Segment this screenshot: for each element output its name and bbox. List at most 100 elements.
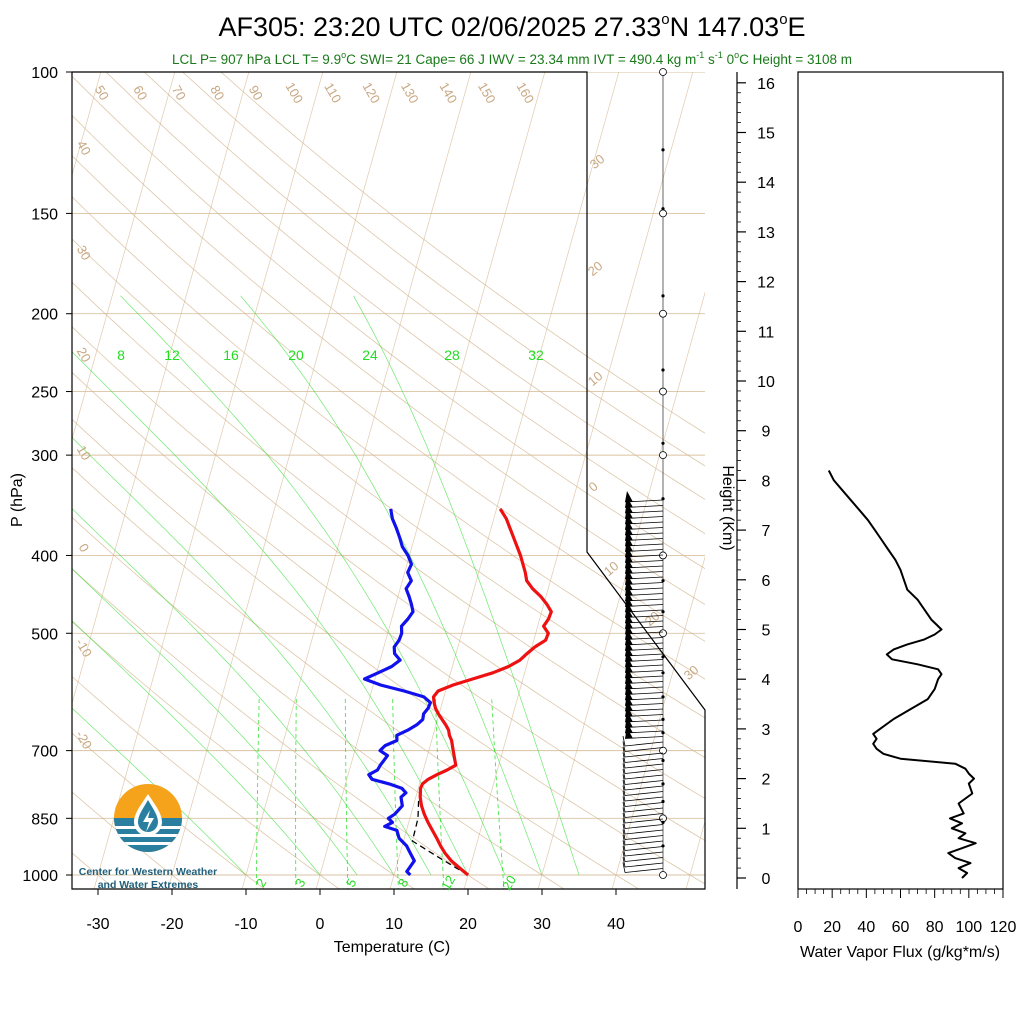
x-axis-label: Temperature (C) (334, 939, 450, 956)
dry-adiabat-label: 70 (169, 83, 189, 103)
y-tick-label: 150 (31, 206, 58, 223)
y-tick-label: 200 (31, 307, 58, 324)
isotherm-line (759, 72, 989, 892)
level-dot (661, 148, 665, 152)
level-dot (661, 497, 665, 501)
height-tick-label: 6 (762, 573, 771, 590)
level-marker (659, 209, 667, 218)
level-dot (661, 717, 665, 721)
wind-barb (624, 846, 664, 851)
height-tick-label: 11 (758, 324, 775, 341)
logo-text-line1: Center for Western Weather (79, 866, 217, 878)
flux-tick-label: 20 (823, 919, 841, 936)
y-tick-label: 1000 (22, 868, 58, 885)
height-tick-label: 8 (762, 473, 771, 490)
mixing-ratio-label-bottom: 20 (499, 873, 519, 893)
wind-barb (624, 818, 664, 824)
x-tick-label: 30 (533, 916, 551, 933)
cw3e-logo: Center for Western Weather and Water Ext… (79, 784, 217, 891)
dry-adiabat-line (144, 72, 705, 500)
mixing-ratio-line (491, 696, 505, 889)
dry-adiabat-label: 130 (398, 80, 422, 106)
wind-barb (624, 851, 664, 857)
x-tick-label: -30 (86, 916, 109, 933)
y-axis-label: P (hPa) (9, 473, 26, 527)
moist-adiabat-line (72, 707, 247, 876)
dry-adiabat-line (72, 238, 705, 719)
dry-adiabat-label: 120 (359, 80, 383, 106)
wind-barb (624, 747, 664, 752)
level-marker (659, 629, 667, 638)
skewt-profiles (362, 508, 553, 877)
height-tick-label: 7 (762, 523, 771, 540)
dry-adiabat-line (105, 72, 705, 535)
level-marker (659, 746, 667, 755)
dry-adiabat-line (72, 418, 705, 885)
level-dot (661, 731, 665, 735)
wind-barb (624, 802, 664, 807)
wind-barb (624, 774, 664, 780)
dry-adiabat-label: 90 (246, 83, 266, 103)
y-tick-label: 400 (31, 548, 58, 565)
level-dot (661, 207, 665, 211)
mixing-ratio-line (344, 696, 349, 889)
dry-adiabat-left-label: 10 (74, 443, 94, 463)
dry-adiabat-line (72, 281, 705, 759)
wind-barb-pennant (625, 727, 633, 739)
level-marker (659, 387, 667, 396)
moist-adiabat-label: 20 (585, 258, 606, 279)
wind-barb-column (622, 68, 667, 879)
dry-adiabat-left-label: 20 (74, 345, 94, 365)
moist-adiabat-label: 10 (601, 558, 622, 579)
isotherm-line (167, 72, 398, 889)
level-marker (659, 68, 667, 76)
level-marker (659, 451, 667, 460)
wind-barb (624, 780, 664, 785)
wind-barb (624, 791, 664, 796)
height-tick-label: 1 (762, 821, 771, 838)
isotherm-line (463, 72, 694, 889)
wind-barb (624, 785, 664, 791)
dry-adiabat-label: 60 (130, 83, 150, 103)
dry-adiabat-left-label: -20 (73, 728, 95, 752)
moist-adiabat-line (72, 620, 321, 876)
isotherm-line (72, 72, 176, 441)
flux-axis-label: Water Vapor Flux (g/kg*m/s) (800, 944, 1000, 961)
y-tick-label: 250 (31, 385, 58, 402)
wind-barb (624, 824, 664, 829)
mixing-ratio-label: 24 (362, 347, 378, 363)
flux-line (827, 470, 977, 879)
mixing-ratio-label: 32 (528, 347, 544, 363)
moist-adiabat-line (72, 568, 358, 876)
dry-adiabat-line (72, 196, 705, 680)
sounding-stats: LCL P= 907 hPa LCL T= 9.9oC SWI= 21 Cape… (172, 50, 852, 67)
dry-adiabat-line (72, 326, 705, 799)
mixing-ratio-label: 20 (288, 347, 304, 363)
dry-adiabat-line (72, 467, 640, 889)
wind-barb (624, 752, 664, 758)
isotherm-line (537, 291, 705, 889)
mixing-ratio-line (434, 696, 445, 889)
wind-barb (624, 807, 664, 813)
x-tick-label: -10 (234, 916, 257, 933)
level-dot (661, 671, 665, 675)
mixing-ratio-label-bottom: 5 (343, 876, 360, 890)
wind-barb (624, 763, 664, 769)
parcel-line (411, 797, 469, 876)
height-tick-label: 13 (757, 225, 775, 242)
level-dot (661, 782, 665, 786)
dry-adiabat-line (72, 791, 191, 889)
level-marker (659, 309, 667, 318)
chart-title: AF305: 23:20 UTC 02/06/2025 27.33oN 147.… (218, 11, 805, 42)
y-tick-label: 700 (31, 744, 58, 761)
dry-adiabat-left-label: 0 (76, 541, 93, 555)
dry-adiabat-line (220, 72, 705, 434)
mixing-ratio-label-bottom: 12 (438, 873, 458, 893)
mixing-ratio-label: 16 (223, 347, 239, 363)
moist-adiabat-label: 30 (587, 151, 608, 172)
dry-adiabat-label: 150 (475, 80, 499, 106)
y-tick-label: 500 (31, 626, 58, 643)
temperature-line (418, 508, 553, 877)
height-tick-label: 16 (757, 76, 775, 93)
